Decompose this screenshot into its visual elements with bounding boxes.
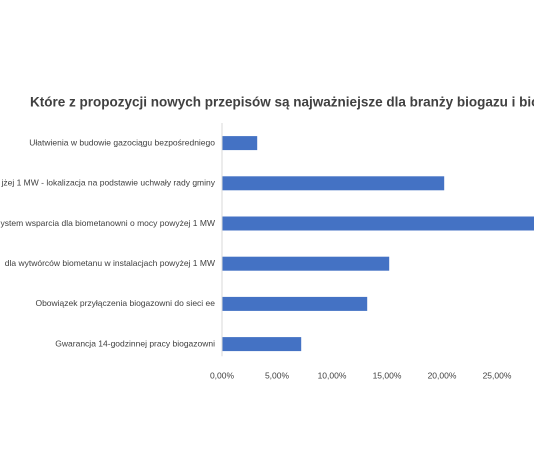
bar (222, 176, 445, 191)
x-tick-label: 10,00% (318, 370, 347, 380)
x-tick-label: 20,00% (428, 370, 457, 380)
x-tick-label: 15,00% (373, 370, 402, 380)
y-tick-label: ystem wsparcia dla biometanowni o mocy p… (1, 218, 215, 228)
y-tick-label: Gwarancja 14-godzinnej pracy biogazowni (55, 338, 215, 348)
chart-title: Które z propozycji nowych przepisów są n… (30, 95, 534, 110)
bar (222, 296, 368, 311)
bar (222, 216, 534, 231)
y-tick-label: dla wytwórców biometanu w instalacjach p… (5, 258, 215, 268)
x-tick-label: 0,00% (210, 370, 235, 380)
bar (222, 256, 390, 271)
x-tick-label: 5,00% (265, 370, 290, 380)
y-tick-label: jżej 1 MW - lokalizacja na podstawie uch… (0, 178, 215, 188)
bar (222, 136, 258, 151)
y-tick-label: Obowiązek przyłączenia biogazowni do sie… (35, 298, 215, 308)
y-tick-label: Ułatwienia w budowie gazociągu bezpośred… (29, 137, 215, 147)
bar (222, 337, 302, 352)
x-tick-label: 25,00% (483, 370, 512, 380)
